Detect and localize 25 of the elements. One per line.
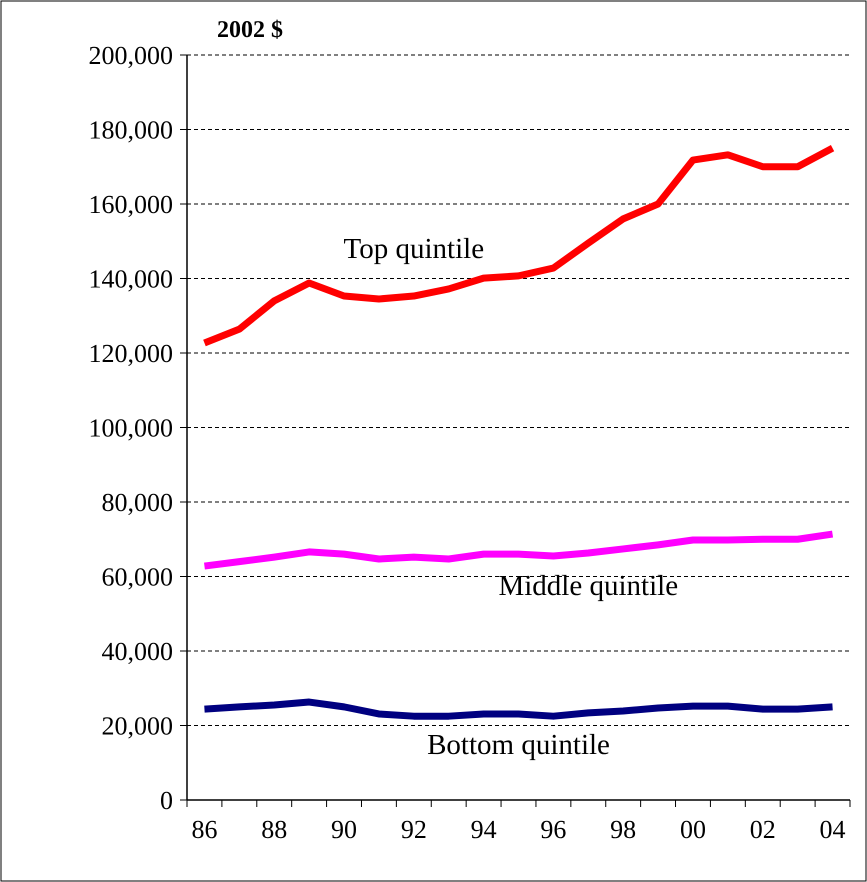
x-tick-label: 98 — [610, 815, 636, 844]
y-tick-label: 100,000 — [88, 414, 173, 443]
y-axis-title: 2002 $ — [217, 17, 283, 43]
x-tick-label: 96 — [540, 815, 566, 844]
x-tick-label: 92 — [400, 815, 427, 844]
y-tick-label: 200,000 — [88, 41, 173, 70]
y-tick-label: 140,000 — [88, 264, 173, 294]
y-tick-label: 20,000 — [102, 712, 173, 741]
x-tick-label: 04 — [820, 815, 846, 844]
y-tick-label: 60,000 — [102, 562, 173, 592]
x-tick-label: 94 — [470, 815, 497, 844]
x-tick-label: 00 — [680, 815, 706, 844]
x-tick-label: 90 — [331, 815, 358, 844]
series-label: Bottom quintile — [427, 728, 610, 761]
y-tick-label: 160,000 — [88, 190, 173, 220]
y-tick-label: 0 — [160, 786, 173, 816]
x-tick-label: 02 — [750, 815, 776, 844]
y-tick-label: 80,000 — [102, 488, 173, 518]
series-label: Top quintile — [344, 233, 484, 266]
y-tick-label: 40,000 — [102, 637, 173, 666]
y-tick-label: 180,000 — [88, 116, 173, 145]
y-tick-label: 120,000 — [88, 339, 173, 368]
x-tick-label: 88 — [261, 815, 288, 844]
x-tick-label: 86 — [191, 815, 218, 844]
series-label: Middle quintile — [498, 570, 678, 602]
